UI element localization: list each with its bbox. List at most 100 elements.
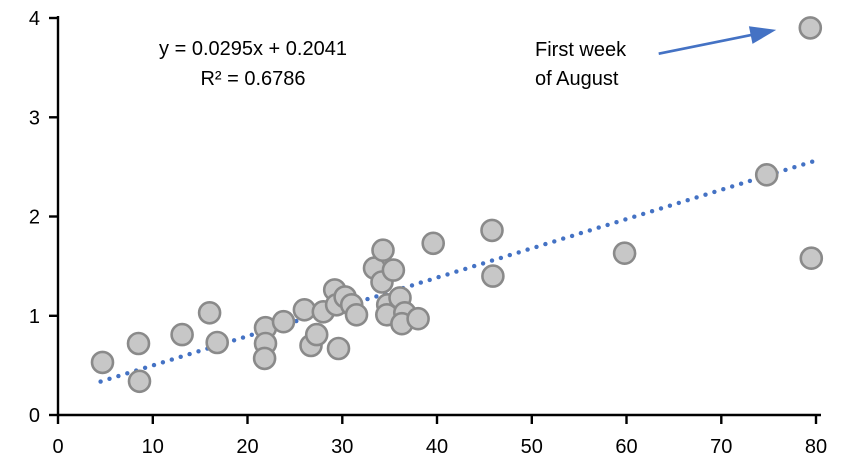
data-point xyxy=(271,309,296,334)
trendline-dot xyxy=(472,263,477,269)
trendline-dot xyxy=(365,296,370,302)
y-tick-label: 3 xyxy=(29,107,40,129)
trendline-dot xyxy=(712,189,717,195)
trendline-dot xyxy=(445,272,450,277)
data-point xyxy=(754,163,779,187)
trendline-dot xyxy=(703,192,708,197)
trendline-dot xyxy=(676,200,681,206)
trendline-dot xyxy=(587,228,592,233)
trendline-r-squared-text: R² = 0.6786 xyxy=(200,68,306,90)
trendline-dot xyxy=(125,371,130,376)
data-point xyxy=(371,238,395,262)
y-tick-label: 1 xyxy=(29,306,40,328)
x-tick-label: 10 xyxy=(142,436,164,458)
trendline-dot xyxy=(107,376,112,381)
data-point xyxy=(344,302,369,327)
trendline-dot xyxy=(667,203,673,208)
x-tick-label: 80 xyxy=(805,436,827,458)
trendline-dot xyxy=(507,252,512,258)
trendline-dot xyxy=(641,211,646,217)
trendline-dot xyxy=(231,338,237,343)
trendline-dot xyxy=(721,187,726,192)
data-point xyxy=(170,322,194,347)
trendline-dot xyxy=(142,365,148,370)
data-point xyxy=(304,322,329,347)
trendline-dot xyxy=(552,239,557,244)
trendline-dot xyxy=(409,283,415,288)
trendline-dot xyxy=(658,206,664,211)
trendline-dot xyxy=(525,247,530,252)
data-point xyxy=(127,369,152,394)
trendline-dot xyxy=(596,225,601,230)
trendline-dot xyxy=(605,222,610,228)
data-point xyxy=(197,300,222,325)
x-tick-label: 20 xyxy=(236,436,258,458)
trendline-dot xyxy=(623,217,628,222)
x-tick-label: 70 xyxy=(710,436,732,458)
trendline-dot xyxy=(685,198,690,203)
trendline-dot xyxy=(783,167,788,173)
trendline-dot xyxy=(178,354,183,359)
trendline-dot xyxy=(463,266,468,272)
data-point xyxy=(480,218,504,243)
trendline-dot xyxy=(534,244,539,250)
trendline-dot xyxy=(694,195,699,200)
trendline-dot xyxy=(810,159,815,164)
x-tick-label: 0 xyxy=(52,436,63,458)
trendline-dot xyxy=(632,214,637,219)
trendline-dot xyxy=(569,233,575,239)
trendline-dot xyxy=(151,362,157,368)
data-point xyxy=(381,258,406,282)
trendline-dot xyxy=(516,250,521,255)
trendline-dot xyxy=(747,178,753,184)
trendline-dot xyxy=(436,274,441,280)
trendline-dot xyxy=(614,220,619,225)
annotation-line-1: First week xyxy=(535,39,627,61)
annotation-arrow-shaft xyxy=(658,33,755,55)
annotation-first-week-of-august: First week of August xyxy=(535,36,626,94)
data-point xyxy=(421,231,446,256)
trendline-dot xyxy=(730,184,735,189)
data-point xyxy=(326,336,351,361)
trendline-dot xyxy=(418,280,423,285)
data-point xyxy=(612,241,637,265)
x-tick-label: 30 xyxy=(331,436,353,458)
annotation-line-2: of August xyxy=(535,68,619,90)
data-point xyxy=(126,331,151,356)
y-tick-label: 2 xyxy=(29,207,40,229)
trendline-dot xyxy=(160,360,166,365)
trendline-dot xyxy=(98,379,103,384)
trendline-dot xyxy=(169,357,174,362)
data-point xyxy=(481,264,505,288)
y-tick-label: 4 xyxy=(29,8,40,30)
data-point xyxy=(90,350,115,375)
trendline-equation-text: y = 0.0295x + 0.2041 xyxy=(159,38,347,60)
data-point xyxy=(406,306,430,331)
trendline-dot xyxy=(649,209,655,214)
trendline-dot xyxy=(249,332,254,337)
trendline-equation-block: y = 0.0295x + 0.2041 R² = 0.6786 xyxy=(118,34,388,94)
trendline-dot xyxy=(427,277,432,283)
y-tick-label: 0 xyxy=(29,405,40,427)
trendline-dot xyxy=(543,241,548,247)
trendline-dot xyxy=(240,335,246,340)
trendline-dot xyxy=(561,236,566,241)
x-tick-label: 60 xyxy=(615,436,637,458)
trendline-dot xyxy=(578,230,584,236)
data-point xyxy=(205,330,229,355)
data-point xyxy=(252,346,277,371)
trendline-dot xyxy=(792,165,797,170)
trendline-dot xyxy=(196,349,201,354)
trendline-dot xyxy=(498,255,504,261)
trendline-dot xyxy=(738,181,744,186)
annotation-arrow-head xyxy=(748,26,777,44)
trendline-dot xyxy=(116,373,121,379)
trendline-dot xyxy=(480,261,486,266)
trendline-dot xyxy=(454,269,459,274)
data-point xyxy=(798,16,823,40)
trendline-dot xyxy=(489,258,495,263)
trendline-dot xyxy=(187,351,192,357)
trendline-dot xyxy=(801,162,806,167)
